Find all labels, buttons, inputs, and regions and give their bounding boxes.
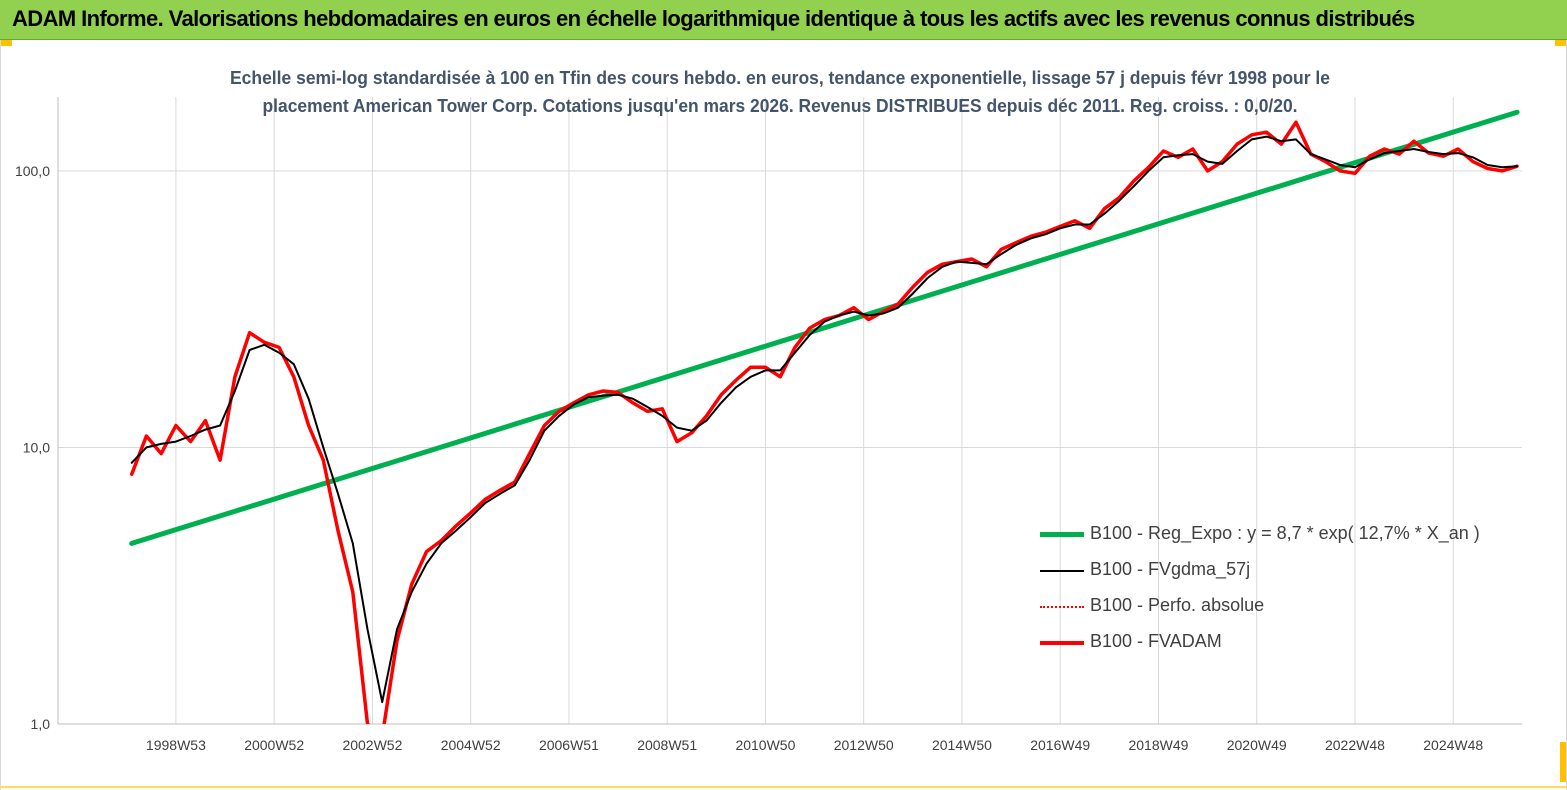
y-tick-label-0: 1,0 xyxy=(31,716,51,732)
x-tick-label-0: 1998W53 xyxy=(146,737,206,753)
banner-title: ADAM Informe. Valorisations hebdomadaire… xyxy=(12,6,1415,31)
top-banner: ADAM Informe. Valorisations hebdomadaire… xyxy=(0,0,1567,40)
x-tick-label-1: 2000W52 xyxy=(244,737,304,753)
x-tick-label-9: 2016W49 xyxy=(1030,737,1090,753)
x-tick-label-4: 2006W51 xyxy=(539,737,599,753)
series-line-perfo xyxy=(130,121,1518,724)
x-tick-label-5: 2008W51 xyxy=(637,737,697,753)
series-line-regression xyxy=(129,109,1520,546)
x-tick-label-7: 2012W50 xyxy=(834,737,894,753)
legend-item-fvgdma: B100 - FVgdma_57j xyxy=(1040,554,1500,590)
legend-label-regression: B100 - Reg_Expo : y = 8,7 * exp( 12,7% *… xyxy=(1090,523,1480,543)
x-tick-label-2: 2002W52 xyxy=(342,737,402,753)
chart-title: Echelle semi-log standardisée à 100 en T… xyxy=(230,68,1330,116)
x-tick-label-8: 2014W50 xyxy=(932,737,992,753)
corner-marker-top-left xyxy=(0,40,12,46)
legend-swatch-regression xyxy=(1040,532,1084,537)
chart-title-line-1: Echelle semi-log standardisée à 100 en T… xyxy=(230,68,1330,88)
legend-label-perfo: B100 - Perfo. absolue xyxy=(1090,595,1265,615)
x-tick-label-3: 2004W52 xyxy=(441,737,501,753)
legend-item-regression: B100 - Reg_Expo : y = 8,7 * exp( 12,7% *… xyxy=(1040,518,1500,554)
y-tick-label-2: 100,0 xyxy=(15,163,50,179)
x-tick-label-10: 2018W49 xyxy=(1128,737,1188,753)
legend-swatch-perfo xyxy=(1040,606,1084,608)
corner-marker-top-right xyxy=(1555,40,1567,46)
x-tick-label-13: 2024W48 xyxy=(1423,737,1483,753)
legend-label-fvgdma: B100 - FVgdma_57j xyxy=(1090,559,1251,579)
series-line-fvgdma xyxy=(130,135,1519,704)
x-tick-label-11: 2020W49 xyxy=(1227,737,1287,753)
legend: B100 - Reg_Expo : y = 8,7 * exp( 12,7% *… xyxy=(1040,518,1500,662)
legend-label-fvadam: B100 - FVADAM xyxy=(1090,631,1222,651)
x-tick-label-12: 2022W48 xyxy=(1325,737,1385,753)
legend-item-fvadam: B100 - FVADAM xyxy=(1040,626,1500,662)
series xyxy=(129,109,1520,724)
legend-item-perfo: B100 - Perfo. absolue xyxy=(1040,590,1500,626)
corner-marker-bottom-right xyxy=(1560,742,1567,782)
chart-title-line-2: placement American Tower Corp. Cotations… xyxy=(263,96,1298,116)
bottom-border xyxy=(0,786,1567,788)
legend-swatch-fvgdma xyxy=(1040,570,1084,572)
legend-swatch-fvadam xyxy=(1040,641,1084,645)
axes: 1,0 10,0 100,0 1998W53 2000W52 2002W52 2004W52… xyxy=(15,97,1522,753)
x-tick-label-6: 2010W50 xyxy=(735,737,795,753)
y-tick-label-1: 10,0 xyxy=(23,439,50,455)
